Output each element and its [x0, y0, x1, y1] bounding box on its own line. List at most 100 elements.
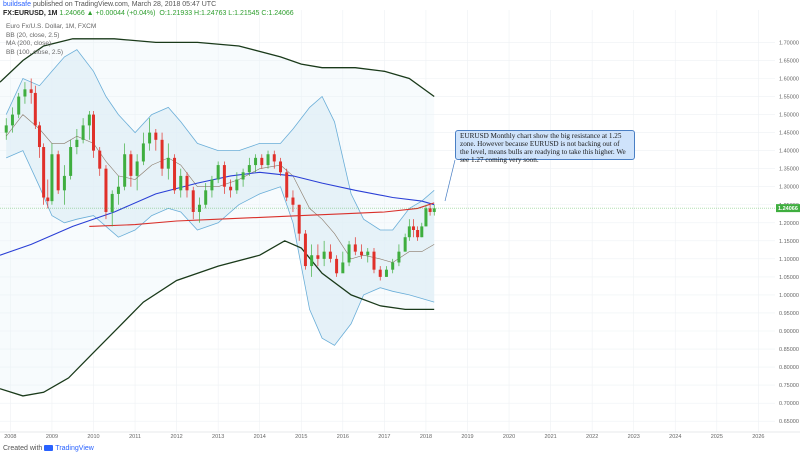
candle[interactable]	[328, 244, 332, 263]
candle[interactable]	[210, 175, 214, 198]
candle[interactable]	[266, 150, 270, 169]
legend-item-ma200[interactable]: MA (200, close)	[6, 40, 52, 47]
candle[interactable]	[285, 168, 289, 202]
candle[interactable]	[197, 197, 201, 223]
x-tick-label: 2008	[4, 434, 16, 440]
candle[interactable]	[322, 240, 326, 267]
legend-item-bb20[interactable]: BB (20, close, 2.5)	[6, 31, 60, 39]
author-link[interactable]: buildsafe	[3, 1, 32, 8]
candle[interactable]	[42, 143, 46, 205]
x-tick-label: 2023	[628, 434, 640, 440]
candle[interactable]	[272, 150, 276, 169]
candle[interactable]	[254, 154, 258, 173]
candle[interactable]	[191, 186, 195, 220]
candle[interactable]	[50, 143, 54, 205]
candle[interactable]	[179, 168, 183, 198]
candle[interactable]	[278, 157, 282, 176]
x-tick-label: 2019	[461, 434, 473, 440]
candle[interactable]	[403, 233, 407, 252]
candle[interactable]	[160, 132, 164, 176]
candle[interactable]	[341, 251, 345, 274]
candle[interactable]	[166, 143, 170, 180]
candle[interactable]	[10, 107, 14, 133]
candle[interactable]	[360, 244, 364, 259]
candle[interactable]	[91, 110, 95, 158]
candle[interactable]	[391, 258, 395, 274]
candle-body	[247, 165, 251, 173]
candle[interactable]	[148, 118, 152, 151]
candle[interactable]	[33, 85, 37, 129]
candle[interactable]	[424, 204, 428, 227]
candle[interactable]	[303, 230, 307, 270]
candle[interactable]	[29, 78, 33, 104]
candle[interactable]	[37, 121, 41, 158]
last-price-box	[776, 204, 800, 213]
candle[interactable]	[141, 132, 145, 166]
legend-title: Euro Fx/U.S. Dollar, 1M, FXCM	[6, 23, 97, 30]
y-tick-label: 1.15000	[779, 239, 799, 245]
candle[interactable]	[23, 82, 27, 104]
candle[interactable]	[216, 161, 220, 184]
candle[interactable]	[87, 110, 91, 140]
candle[interactable]	[407, 219, 411, 241]
candle[interactable]	[411, 219, 415, 238]
candle-body	[42, 147, 46, 198]
candle[interactable]	[75, 129, 79, 155]
candle[interactable]	[154, 129, 158, 151]
candle[interactable]	[316, 244, 320, 267]
candle[interactable]	[260, 154, 264, 169]
candle[interactable]	[17, 92, 21, 119]
x-tick-label: 2013	[212, 434, 224, 440]
symbol-label[interactable]: FX:EURUSD, 1M	[3, 10, 58, 17]
candle[interactable]	[235, 172, 239, 194]
bb20-lower-line	[6, 150, 435, 346]
candle[interactable]	[432, 204, 436, 216]
candle[interactable]	[98, 147, 102, 176]
candle[interactable]	[204, 183, 208, 209]
x-tick-label: 2026	[752, 434, 764, 440]
candle[interactable]	[335, 255, 339, 277]
candle[interactable]	[4, 118, 8, 140]
candle[interactable]	[428, 204, 432, 216]
candle-body	[81, 125, 85, 140]
candle[interactable]	[129, 150, 133, 187]
candle[interactable]	[310, 244, 314, 277]
candle-body	[303, 233, 307, 267]
candle[interactable]	[241, 168, 245, 187]
candle-body	[166, 157, 170, 169]
candle[interactable]	[185, 172, 189, 198]
candle[interactable]	[46, 179, 50, 209]
candle[interactable]	[420, 222, 424, 238]
candle[interactable]	[229, 179, 233, 198]
candle[interactable]	[247, 157, 251, 176]
candle[interactable]	[69, 139, 73, 180]
candle[interactable]	[123, 143, 127, 191]
candle[interactable]	[222, 161, 226, 194]
candle-body	[197, 204, 201, 212]
candle[interactable]	[116, 175, 120, 205]
candle[interactable]	[56, 150, 60, 194]
candle[interactable]	[104, 165, 108, 220]
symbol-bar: FX:EURUSD, 1M 1.24066 ▲ +0.00044 (+0.04%…	[3, 9, 294, 19]
candle[interactable]	[135, 154, 139, 191]
candle[interactable]	[81, 118, 85, 144]
candle[interactable]	[397, 244, 401, 267]
candle-body	[179, 175, 183, 191]
candle[interactable]	[347, 240, 351, 267]
footer-brand[interactable]: TradingView	[55, 445, 94, 452]
candle[interactable]	[173, 154, 177, 194]
candle[interactable]	[372, 248, 376, 274]
candle[interactable]	[353, 237, 357, 256]
candle[interactable]	[62, 165, 66, 205]
candle-body	[322, 251, 326, 259]
candle-body	[241, 172, 245, 180]
candle[interactable]	[297, 204, 301, 241]
candle[interactable]	[291, 190, 295, 212]
candle[interactable]	[416, 226, 420, 241]
candle[interactable]	[378, 266, 382, 281]
candle[interactable]	[384, 266, 388, 277]
candle[interactable]	[110, 190, 114, 227]
legend-item-bb100[interactable]: BB (100, close, 2.5)	[6, 48, 64, 56]
candle[interactable]	[366, 248, 370, 263]
